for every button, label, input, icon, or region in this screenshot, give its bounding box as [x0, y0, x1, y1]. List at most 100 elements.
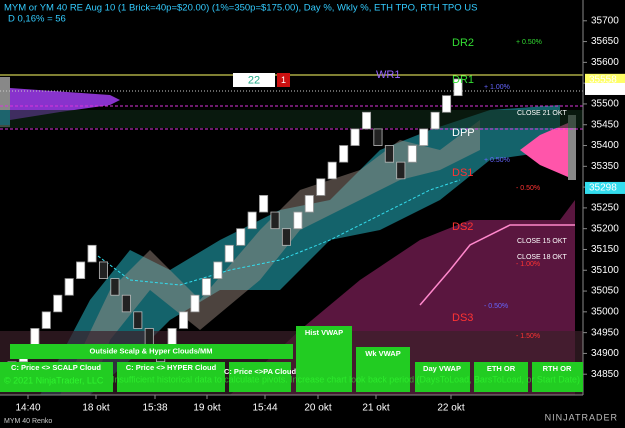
level-label: DR1: [452, 74, 474, 86]
button[interactable]: C: Price <> SCALP Cloud: [0, 362, 113, 392]
button[interactable]: C: Price <> HYPER Cloud: [117, 362, 225, 392]
price-label-box: [585, 73, 625, 86]
button-label[interactable]: ETH OR: [487, 364, 516, 373]
button[interactable]: Wk VWAP: [356, 347, 410, 392]
brick: [30, 328, 40, 346]
cloud: [40, 105, 560, 395]
y-tick-label: 35150: [591, 244, 619, 255]
button[interactable]: C: Price <>PA Cloud: [224, 362, 297, 392]
percent-label: + 0.50%: [484, 157, 510, 164]
button[interactable]: RTH OR: [532, 362, 583, 392]
brick: [270, 211, 280, 230]
percent-label: + 0.50%: [516, 39, 542, 46]
y-tick-label: 35500: [591, 99, 619, 110]
title: MYM or YM 40 RE Aug 10 (1 Brick=40p=$20.…: [4, 3, 477, 14]
x-tick-label: 19 okt: [193, 403, 220, 414]
brick: [76, 261, 86, 279]
button-label[interactable]: C: Price <> HYPER Cloud: [126, 363, 217, 372]
level-label: DS3: [452, 312, 473, 324]
percent-label: + 1.00%: [484, 84, 510, 91]
x-tick-label: 22 okt: [437, 403, 464, 414]
price-label-box: [585, 181, 625, 194]
y-tick-label: 35100: [591, 265, 619, 276]
button-label[interactable]: Outside Scalp & Hyper Clouds/MM: [90, 346, 213, 355]
level-line: [419, 224, 575, 306]
x-tick-label: 14:40: [15, 403, 40, 414]
x-tick-label: 15:38: [142, 403, 167, 414]
button[interactable]: Hist VWAP: [296, 326, 352, 392]
level-label: DS1: [452, 167, 473, 179]
price-label: 35558: [589, 74, 617, 85]
brick: [327, 161, 337, 180]
button-label[interactable]: RTH OR: [543, 364, 572, 373]
percent-label: - 1.50%: [516, 333, 540, 340]
button[interactable]: Day VWAP: [415, 362, 470, 392]
level-label: DR2: [452, 37, 474, 49]
y-tick-label: 35000: [591, 306, 619, 317]
brick: [430, 111, 440, 130]
y-axis: 34850 34900 34950 35000 35050 35100 35150 35200…: [15, 15, 625, 414]
brick: [41, 311, 51, 329]
button[interactable]: ETH OR: [474, 362, 528, 392]
brick: [350, 128, 360, 146]
brick: [144, 328, 154, 346]
brick: [121, 294, 131, 313]
button-label[interactable]: Day VWAP: [423, 364, 461, 373]
level-label: WR1: [376, 69, 400, 81]
close-label: CLOSE 21 OKT: [517, 110, 568, 117]
percent-label: - 0.50%: [516, 185, 540, 192]
button-label[interactable]: Wk VWAP: [365, 349, 400, 358]
percent-label: - 1.00%: [516, 261, 540, 268]
price-label: 35536: [589, 84, 617, 95]
brick: [453, 78, 463, 97]
brick: [213, 261, 223, 279]
warning: Insufficient historical data to calculat…: [112, 374, 580, 384]
flag-box: [277, 73, 290, 87]
counter-box: [233, 73, 275, 87]
x-tick-label: 21 okt: [362, 403, 389, 414]
flag: 1: [281, 75, 286, 85]
subtitle: D 0,16% = 56: [8, 14, 66, 25]
brick: [201, 278, 211, 296]
brick: [98, 261, 109, 279]
brick: [236, 228, 246, 246]
counter: 22: [248, 74, 260, 86]
y-tick-label: 35350: [591, 161, 619, 172]
value-area: [0, 110, 583, 128]
price-label: 35298: [589, 183, 617, 194]
brick: [419, 128, 429, 146]
brick: [384, 145, 394, 163]
brick: [179, 311, 189, 329]
brick: [133, 311, 143, 329]
brick: [281, 228, 291, 246]
button-label[interactable]: C: Price <>PA Cloud: [224, 367, 297, 376]
vwap-line: [89, 179, 461, 286]
y-tick-label: 35400: [591, 140, 619, 151]
volume-profile: [520, 120, 575, 180]
cloud: [60, 120, 480, 395]
button-label[interactable]: C: Price <> SCALP Cloud: [11, 363, 101, 372]
y-tick-label: 34850: [591, 369, 619, 380]
y-tick-label: 35600: [591, 57, 619, 68]
brick: [396, 161, 406, 180]
y-tick-label: 35250: [591, 203, 619, 214]
level-label: DS2: [452, 221, 473, 233]
brick: [64, 278, 74, 296]
brick: [259, 195, 269, 213]
brick: [304, 195, 314, 213]
brick: [167, 328, 177, 346]
brick: [87, 244, 97, 263]
brick: [316, 178, 326, 196]
instrument: MYM 40 Renko: [4, 418, 52, 425]
y-tick-label: 35050: [591, 286, 619, 297]
button[interactable]: Outside Scalp & Hyper Clouds/MM: [10, 344, 293, 359]
brick: [407, 145, 417, 163]
y-tick-label: 34950: [591, 327, 619, 338]
y-tick-label: 35700: [591, 15, 619, 26]
close-label: CLOSE 18 OKT: [517, 254, 568, 261]
y-tick-label: 34900: [591, 348, 619, 359]
button-label[interactable]: Hist VWAP: [305, 328, 343, 337]
logo: NINJATRADER: [545, 412, 618, 422]
percent-label: - 0.50%: [484, 303, 508, 310]
